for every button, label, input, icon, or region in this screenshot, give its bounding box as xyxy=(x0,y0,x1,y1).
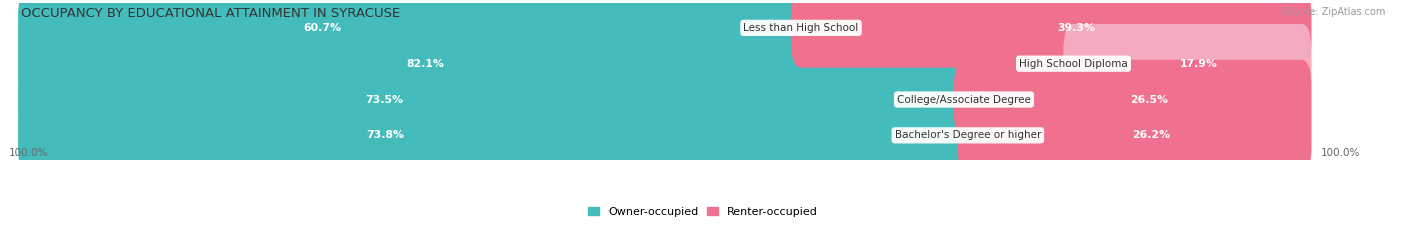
Text: 82.1%: 82.1% xyxy=(406,59,444,69)
Text: High School Diploma: High School Diploma xyxy=(1019,59,1128,69)
Text: 17.9%: 17.9% xyxy=(1180,59,1218,69)
FancyBboxPatch shape xyxy=(18,0,1312,68)
FancyBboxPatch shape xyxy=(18,60,1312,139)
FancyBboxPatch shape xyxy=(18,0,811,68)
FancyBboxPatch shape xyxy=(18,96,1312,175)
FancyBboxPatch shape xyxy=(953,60,1312,139)
Text: 100.0%: 100.0% xyxy=(10,147,49,158)
Text: Less than High School: Less than High School xyxy=(744,23,859,33)
FancyBboxPatch shape xyxy=(957,96,1312,175)
Text: 73.5%: 73.5% xyxy=(364,95,404,105)
Text: OCCUPANCY BY EDUCATIONAL ATTAINMENT IN SYRACUSE: OCCUPANCY BY EDUCATIONAL ATTAINMENT IN S… xyxy=(21,7,401,20)
Text: Bachelor's Degree or higher: Bachelor's Degree or higher xyxy=(894,130,1040,140)
FancyBboxPatch shape xyxy=(18,60,974,139)
FancyBboxPatch shape xyxy=(18,24,1312,103)
Text: College/Associate Degree: College/Associate Degree xyxy=(897,95,1031,105)
FancyBboxPatch shape xyxy=(790,0,1312,68)
Text: Source: ZipAtlas.com: Source: ZipAtlas.com xyxy=(1281,7,1385,17)
Text: 73.8%: 73.8% xyxy=(367,130,405,140)
Text: 100.0%: 100.0% xyxy=(1320,147,1360,158)
FancyBboxPatch shape xyxy=(18,24,1084,103)
FancyBboxPatch shape xyxy=(18,96,979,175)
Text: 26.2%: 26.2% xyxy=(1132,130,1170,140)
Text: 60.7%: 60.7% xyxy=(302,23,340,33)
Text: 39.3%: 39.3% xyxy=(1057,23,1095,33)
Legend: Owner-occupied, Renter-occupied: Owner-occupied, Renter-occupied xyxy=(583,202,823,221)
Text: 26.5%: 26.5% xyxy=(1130,95,1168,105)
FancyBboxPatch shape xyxy=(1063,24,1312,103)
